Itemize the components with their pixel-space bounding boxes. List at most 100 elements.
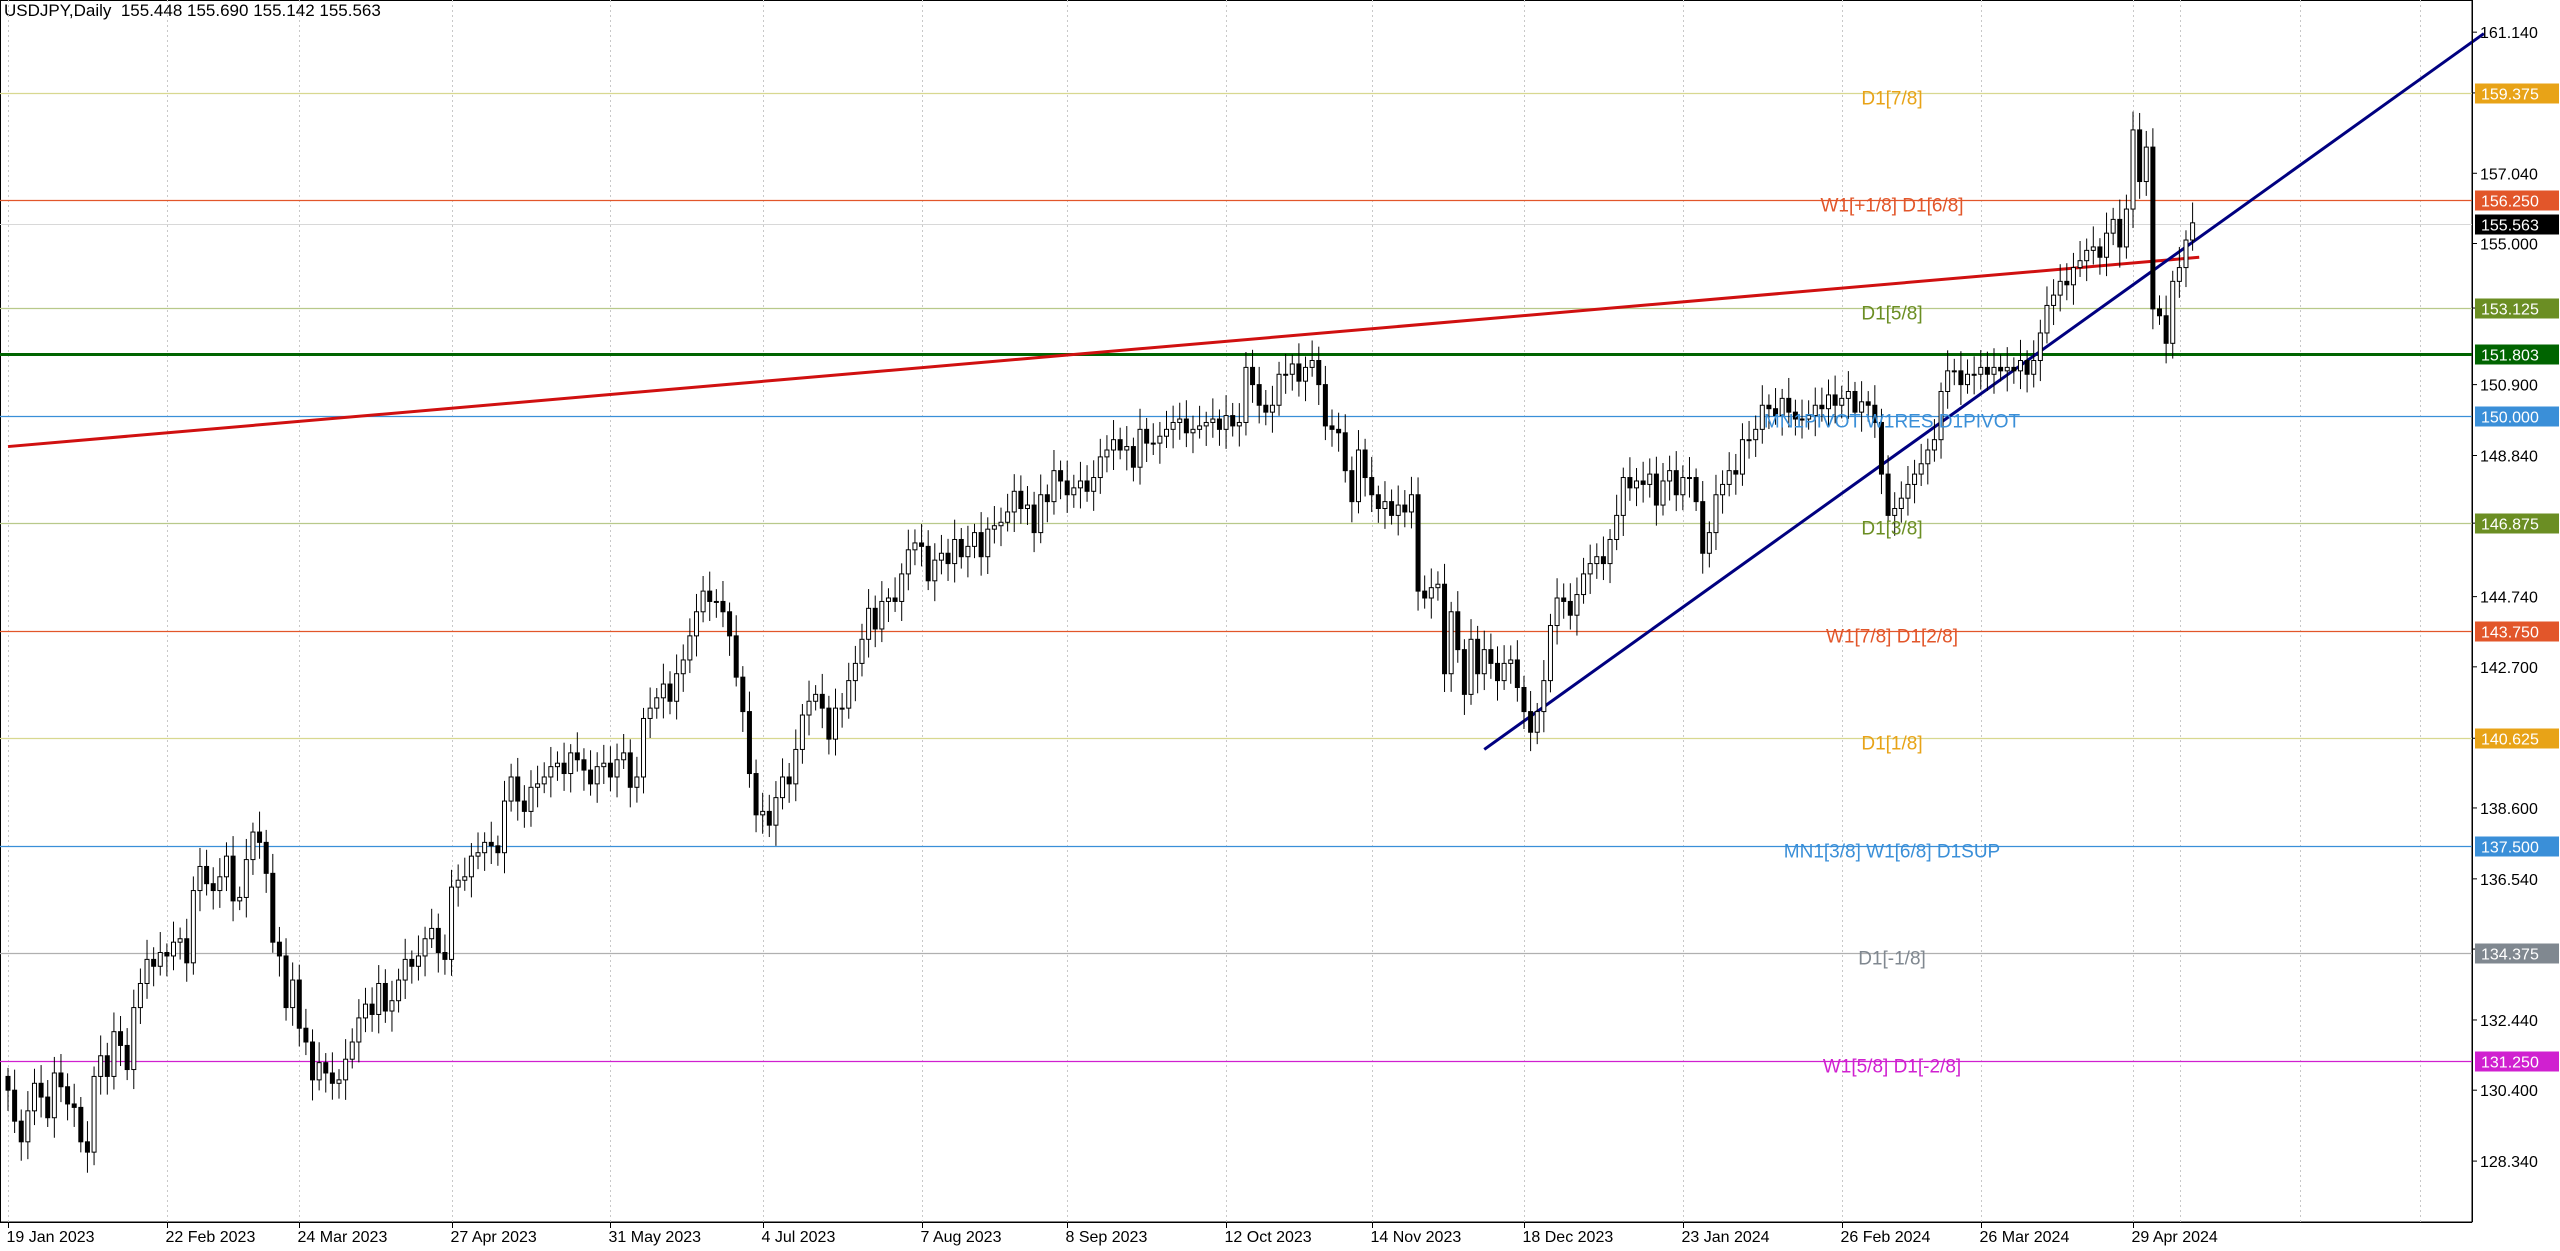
candle [1554,578,1560,645]
candle [2037,319,2043,382]
candle [746,691,752,788]
candle-body [1296,363,1302,382]
candle-body [1408,494,1414,513]
candle-body [389,1000,395,1012]
candle-body [1435,583,1441,589]
candle [1733,453,1739,495]
candle-body [1845,390,1851,399]
candle-body [1303,366,1309,382]
candle [641,707,647,794]
candle-body [1951,370,1957,373]
candle-body [634,776,640,788]
candle [1779,388,1785,436]
level-text-label: D1[7/8] [1861,89,1922,110]
candle [952,519,958,583]
candle [1885,455,1891,525]
candle-body [157,952,163,967]
candle [2123,194,2129,259]
candle [786,763,792,803]
candle-body [1402,504,1408,513]
candle [1408,476,1414,529]
level-price-badge [2475,1051,2559,1072]
candle [965,525,971,578]
x-tick-label: 26 Feb 2024 [1841,1229,1931,1246]
candle [1428,568,1434,619]
candle [2044,286,2050,344]
candle-body [2024,360,2030,375]
candle-body [1309,360,1315,368]
candle-body [396,979,402,1002]
candle-body [799,714,805,750]
level-price-badge [2475,298,2559,319]
candle [568,744,574,793]
candle-body [1230,415,1236,427]
candle-body [1018,490,1024,510]
candle [1759,385,1765,444]
candle-body [2004,366,2010,372]
candle [91,1066,97,1166]
candle-body [654,697,660,709]
candle-body [780,776,786,799]
candle [938,534,944,575]
candle-body [303,1027,309,1043]
candle-body [2170,280,2176,344]
candle [2031,340,2037,388]
candle [1951,358,1957,386]
candle-body [978,532,984,558]
candle-body [164,952,170,957]
candle [336,1069,342,1099]
candle-body [965,545,971,558]
candle-body [932,559,938,582]
candle [1567,583,1573,630]
candle [1892,492,1898,536]
candle [1097,438,1103,494]
candle [1660,463,1666,516]
candle [475,832,481,870]
candle-body [528,786,534,812]
candle-body [952,538,958,565]
x-tick-label: 4 Jul 2023 [762,1229,836,1246]
level-text-label: D1[3/8] [1861,519,1922,540]
candle-body [1660,480,1666,506]
candle [2117,199,2123,268]
candle-body [647,707,653,719]
candle-body [700,590,706,613]
candle-body [1157,435,1163,444]
candle [1283,353,1289,394]
candle-body [98,1055,104,1077]
candle-body [594,766,600,785]
candle [223,842,229,892]
candle [449,869,455,976]
candle-body [118,1031,124,1046]
candle [2011,357,2017,384]
candle-body [899,573,905,602]
y-tick-label: 132.440 [2480,1013,2538,1030]
candle-body [680,659,686,675]
candle-body [1322,384,1328,427]
candle [1303,356,1309,402]
candle-body [435,927,441,954]
candle [217,858,223,908]
candle [84,1121,90,1173]
candle-body [1786,397,1792,413]
candle [621,734,627,769]
candle-body [2051,294,2057,306]
x-tick-label: 26 Mar 2024 [1980,1229,2070,1246]
level-text-label: W1[+1/8] D1[6/8] [1820,196,1963,217]
candle [1355,430,1361,514]
x-tick-label: 22 Feb 2023 [166,1229,256,1246]
candle-body [1799,418,1805,421]
candle-body [91,1075,97,1153]
candle-body [515,776,521,802]
candle-body [786,776,792,785]
candle [1058,460,1064,500]
candle-body [601,762,607,768]
candle [1865,391,1871,422]
candle [1389,489,1395,525]
candle [329,1052,335,1100]
candle [1587,544,1593,594]
candle-body [1044,494,1050,503]
candle [799,703,805,764]
candle [98,1035,104,1095]
